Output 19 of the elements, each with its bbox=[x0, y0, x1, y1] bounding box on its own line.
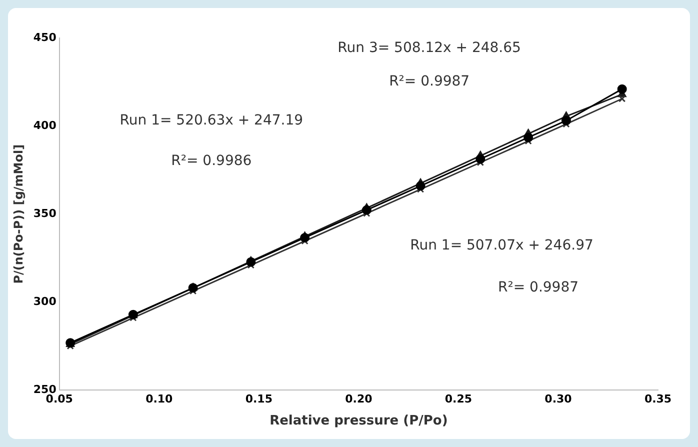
annotation: Run 3= 508.12x + 248.65 bbox=[338, 40, 521, 56]
y-axis-title: P/(n(Po-P)) [g/mMol] bbox=[11, 144, 26, 284]
annotation: R²= 0.9986 bbox=[171, 152, 252, 169]
x-tick-label: 0.15 bbox=[245, 392, 272, 406]
y-tick-label: 400 bbox=[33, 118, 57, 132]
x-tick-label: 0.10 bbox=[146, 392, 174, 406]
y-tick-label: 300 bbox=[33, 295, 57, 308]
x-tick-label: 0.20 bbox=[345, 392, 373, 406]
y-tick-label: 450 bbox=[33, 30, 57, 44]
annotation: Run 1= 507.07x + 246.97 bbox=[410, 237, 594, 254]
x-tick-label: 0.05 bbox=[46, 392, 73, 406]
x-tick-label: 0.25 bbox=[444, 392, 472, 406]
y-tick-label: 350 bbox=[33, 206, 57, 220]
x-tick-label: 0.30 bbox=[544, 392, 572, 406]
annotation: R²= 0.9987 bbox=[389, 73, 470, 90]
annotation: R²= 0.9987 bbox=[498, 280, 579, 296]
x-axis-title: Relative pressure (P/Po) bbox=[270, 414, 448, 429]
annotation: Run 1= 520.63x + 247.19 bbox=[120, 112, 304, 128]
x-tick-label: 0.35 bbox=[644, 392, 672, 406]
